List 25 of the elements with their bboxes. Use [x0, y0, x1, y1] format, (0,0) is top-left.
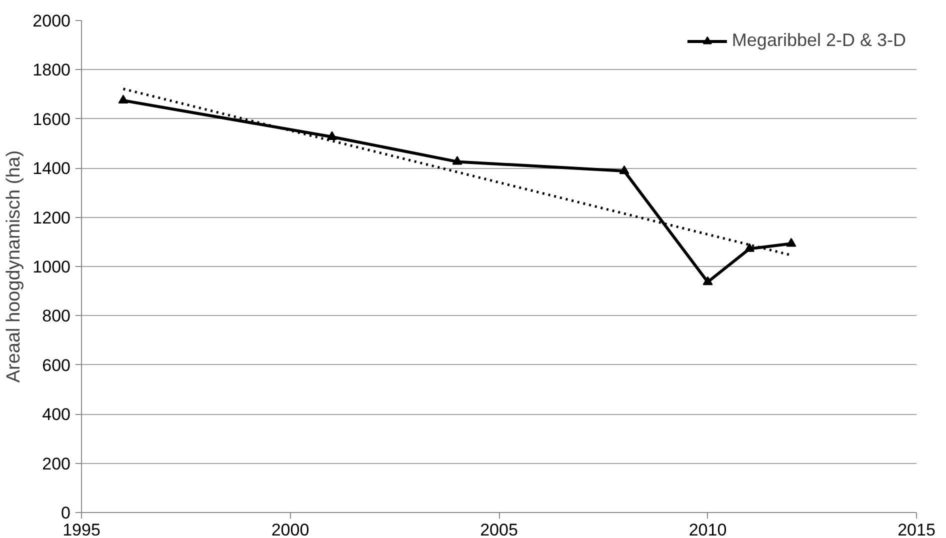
point: [744, 243, 754, 252]
y-tick-label: 1800: [32, 60, 71, 80]
y-tick-label: 600: [42, 356, 71, 375]
y-tick-label: 1400: [32, 159, 71, 178]
point: [327, 131, 337, 140]
y-tick-label: 1000: [32, 258, 71, 276]
point: [619, 165, 630, 174]
y-tick-label: 1600: [32, 110, 71, 129]
y-tick-label: 1200: [32, 208, 71, 228]
y-tick-label: 200: [42, 454, 71, 474]
point: [452, 156, 462, 165]
y-tick-label: 800: [42, 306, 71, 326]
point: [786, 238, 796, 247]
y-tick-label: 0: [61, 504, 71, 522]
point: [702, 276, 713, 286]
x-tick-label: 2015: [898, 520, 936, 538]
x-tick-label: 2010: [688, 520, 727, 538]
y-tick-label: 400: [42, 405, 71, 424]
x-tick-label: 2000: [271, 520, 310, 538]
y-axis-title: Areaal hoogdynamisch (ha): [4, 150, 25, 383]
point: [118, 94, 128, 104]
legend-label: Megaribbel 2-D & 3-D: [732, 30, 906, 51]
y-tick-label: 2000: [32, 12, 71, 30]
x-tick-label: 2005: [480, 520, 518, 538]
x-tick-label: 1995: [62, 520, 100, 538]
